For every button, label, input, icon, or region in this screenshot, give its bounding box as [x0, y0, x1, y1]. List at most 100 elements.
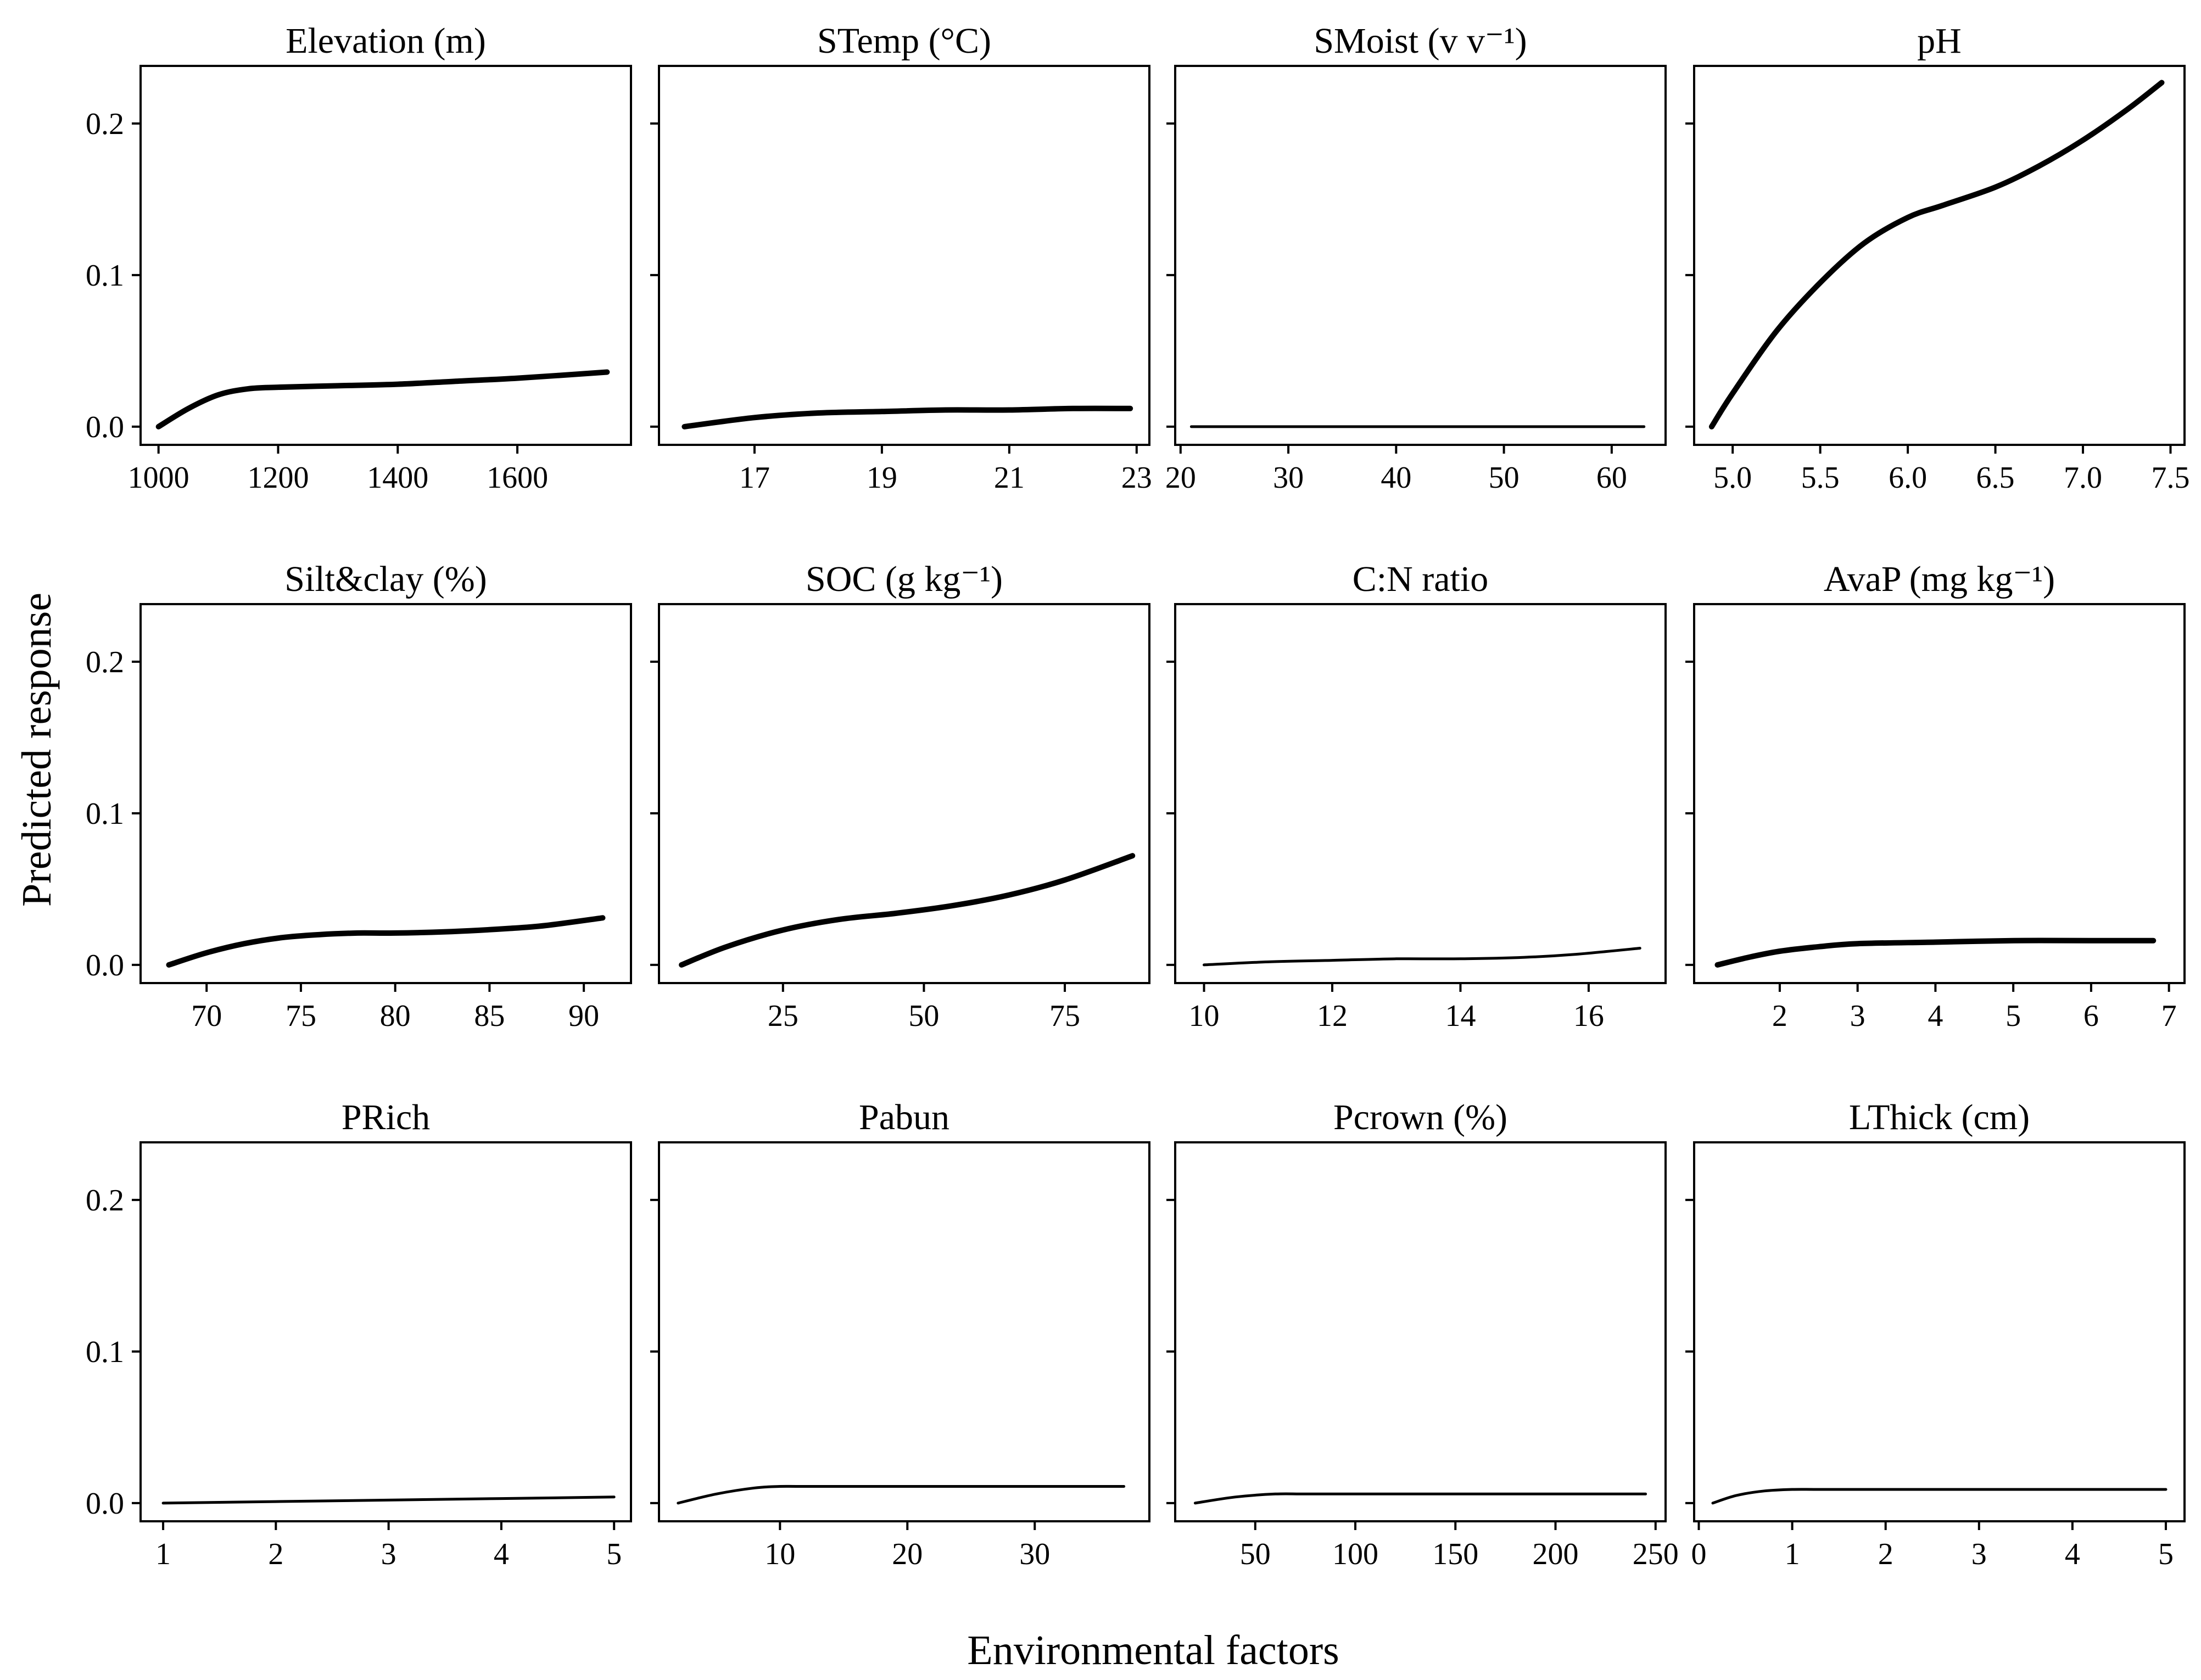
panel-lthick-cm: LThick (cm) 0 1 2 3 4 5	[1685, 1097, 2186, 1571]
panel-frame	[1693, 603, 2186, 984]
x-tick-label: 30	[1019, 1537, 1050, 1571]
panel-frame	[1693, 1141, 2186, 1522]
response-curve	[1708, 80, 2165, 429]
panel-title: C:N ratio	[1353, 559, 1488, 599]
y-tick-label: 0.0	[86, 1487, 124, 1521]
x-tick-label: 40	[1381, 461, 1411, 495]
panel-frame	[1174, 1141, 1667, 1522]
x-tick-label: 50	[1489, 461, 1520, 495]
x-tick-label: 80	[380, 999, 411, 1033]
y-tick-label: 0.2	[86, 107, 124, 141]
panel-c-n-ratio: C:N ratio 10 12 14 16	[1166, 559, 1667, 1033]
panel-avap-mg-kg: AvaP (mg kg⁻¹) 2 3 4 5 6 7	[1685, 559, 2186, 1033]
x-tick-label: 3	[381, 1537, 396, 1571]
x-tick-label: 70	[191, 999, 222, 1033]
y-tick-label: 0.1	[86, 797, 124, 831]
x-tick-label: 75	[286, 999, 316, 1033]
panel-soc-g-kg: SOC (g kg⁻¹) 25 50 75	[650, 559, 1150, 1033]
panel-title: SMoist (v v⁻¹)	[1314, 21, 1527, 61]
x-tick-label: 85	[474, 999, 505, 1033]
panel-title: SOC (g kg⁻¹)	[806, 559, 1003, 599]
response-curve	[1193, 1492, 1647, 1505]
x-tick-label: 20	[892, 1537, 923, 1571]
x-tick-label: 25	[768, 999, 798, 1033]
panel-title: PRich	[342, 1097, 430, 1137]
panel-stemp-c: STemp (°C) 17 19 21 23	[650, 21, 1152, 495]
panel-frame	[139, 65, 632, 446]
panel-title: STemp (°C)	[817, 21, 991, 61]
x-tick-label: 1600	[487, 461, 548, 495]
x-tick-label: 21	[994, 461, 1025, 495]
x-tick-label: 1	[155, 1537, 171, 1571]
panel-title: LThick (cm)	[1849, 1097, 2030, 1137]
x-tick-label: 17	[739, 461, 770, 495]
panel-ph: pH 5.0 5.5 6.0 6.5 7.0 7.5	[1685, 21, 2189, 495]
x-tick-label: 150	[1432, 1537, 1478, 1571]
x-tick-label: 7.5	[2151, 461, 2189, 495]
y-tick-label: 0.2	[86, 1184, 124, 1218]
x-tick-label: 5	[2006, 999, 2021, 1033]
y-tick-label: 0.2	[86, 645, 124, 679]
x-tick-label: 14	[1445, 999, 1476, 1033]
x-tick-label: 100	[1332, 1537, 1378, 1571]
x-tick-label: 3	[1850, 999, 1865, 1033]
response-curve	[679, 853, 1136, 968]
x-axis-title: Environmental factors	[967, 1627, 1339, 1673]
response-curve	[1711, 1488, 2168, 1505]
x-tick-label: 12	[1317, 999, 1348, 1033]
panel-smoist-v-v: SMoist (v v⁻¹) 20 30 40 50 60	[1165, 21, 1667, 495]
x-tick-label: 90	[568, 999, 599, 1033]
response-curve	[1203, 947, 1641, 967]
x-tick-label: 2	[1772, 999, 1787, 1033]
response-curve	[155, 369, 610, 429]
x-tick-label: 200	[1533, 1537, 1579, 1571]
y-tick-label: 0.1	[86, 1335, 124, 1369]
x-tick-label: 75	[1049, 999, 1080, 1033]
panel-title: Silt&clay (%)	[284, 559, 487, 599]
x-tick-label: 2	[268, 1537, 283, 1571]
panel-title: Elevation (m)	[286, 21, 486, 61]
x-tick-label: 1200	[247, 461, 309, 495]
response-curve	[1714, 937, 2157, 968]
x-tick-label: 4	[1928, 999, 1943, 1033]
x-tick-label: 2	[1878, 1537, 1893, 1571]
x-tick-label: 6	[2083, 999, 2099, 1033]
panel-frame	[1174, 603, 1667, 984]
x-tick-label: 1000	[128, 461, 189, 495]
x-tick-label: 5	[2158, 1537, 2174, 1571]
x-tick-label: 4	[2065, 1537, 2080, 1571]
x-tick-label: 23	[1121, 461, 1152, 495]
panel-silt-clay: Silt&clay (%) 0.0 0.1 0.2 70 75 80 85 90	[86, 559, 632, 1033]
x-tick-label: 1	[1785, 1537, 1800, 1571]
x-tick-label: 50	[1240, 1537, 1271, 1571]
panel-frame	[658, 1141, 1150, 1522]
panel-frame	[1174, 65, 1667, 446]
x-tick-label: 50	[908, 999, 939, 1033]
panel-elevation-m: Elevation (m) 0.0 0.1 0.2 1000 1200 1400 1600	[86, 21, 632, 495]
y-tick-label: 0.0	[86, 948, 124, 983]
panel-frame	[658, 603, 1150, 984]
x-tick-label: 5.5	[1801, 461, 1840, 495]
x-tick-label: 30	[1273, 461, 1304, 495]
x-tick-label: 5	[606, 1537, 622, 1571]
x-tick-label: 4	[494, 1537, 509, 1571]
panel-frame	[139, 603, 632, 984]
response-curve	[677, 1484, 1126, 1505]
x-tick-label: 10	[1189, 999, 1220, 1033]
y-tick-label: 0.0	[86, 410, 124, 444]
x-tick-label: 10	[764, 1537, 795, 1571]
x-tick-label: 3	[1971, 1537, 1987, 1571]
panel-title: Pcrown (%)	[1333, 1097, 1507, 1137]
panel-title: Pabun	[859, 1097, 949, 1137]
response-curve	[166, 915, 606, 968]
panel-frame	[658, 65, 1150, 446]
panel-title: AvaP (mg kg⁻¹)	[1824, 559, 2055, 599]
x-tick-label: 6.0	[1889, 461, 1927, 495]
x-tick-label: 7.0	[2064, 461, 2102, 495]
panel-title: pH	[1917, 21, 1962, 61]
x-tick-label: 6.5	[1976, 461, 2015, 495]
response-curve	[681, 405, 1133, 429]
panel-prich: PRich 0.0 0.1 0.2 1 2 3 4 5	[86, 1097, 632, 1571]
